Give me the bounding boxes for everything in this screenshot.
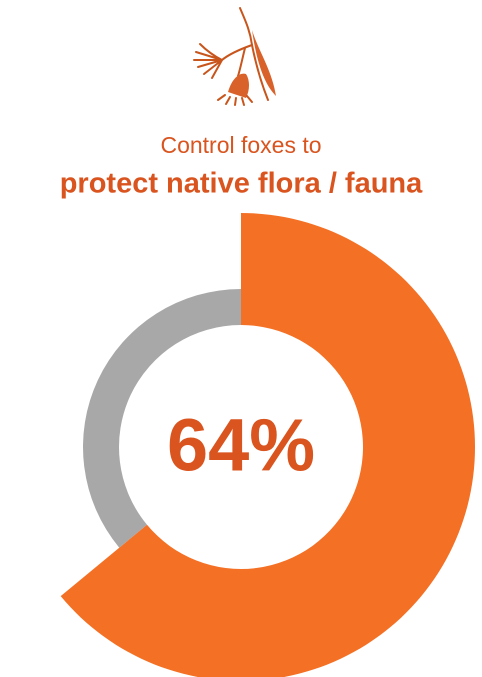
chart-title: Control foxes to bbox=[160, 132, 321, 158]
donut-segment bbox=[60, 213, 475, 677]
chart-subtitle: protect native flora / fauna bbox=[60, 168, 423, 200]
donut-segment bbox=[82, 289, 241, 548]
labels: 64% bbox=[167, 404, 315, 487]
donut bbox=[60, 213, 475, 677]
gum-flower-icon bbox=[193, 7, 276, 106]
value-label: 64% bbox=[167, 404, 315, 487]
